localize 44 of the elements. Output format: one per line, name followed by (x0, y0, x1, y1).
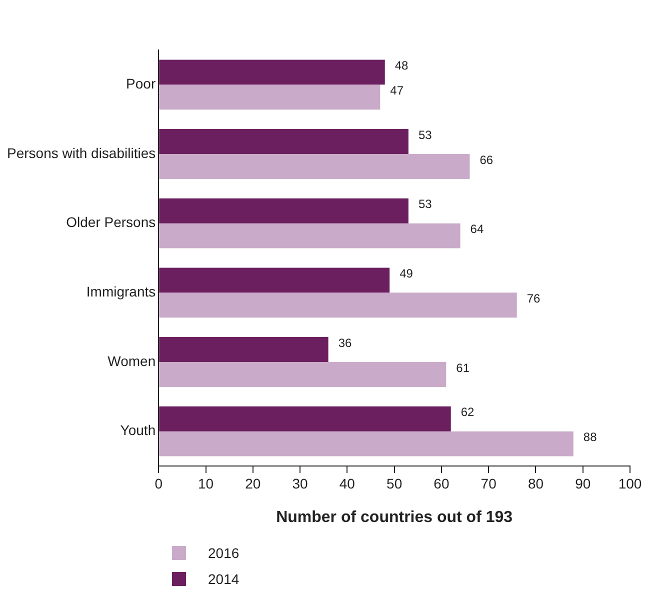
x-tick-label: 70 (480, 475, 497, 492)
bar (159, 129, 408, 154)
data-label: 49 (400, 266, 414, 280)
bar (159, 268, 390, 293)
bar (159, 198, 408, 224)
x-tick-label: 100 (618, 475, 642, 492)
y-tick-label: Youth (120, 422, 156, 438)
bar (159, 292, 517, 318)
x-tick-label: 90 (575, 475, 591, 492)
bar (159, 431, 574, 456)
bar (159, 154, 470, 179)
x-tick-label: 20 (245, 475, 261, 492)
x-tick-label: 40 (339, 475, 356, 492)
data-label: 53 (418, 197, 432, 212)
x-tick-label: 80 (528, 475, 544, 492)
bar (159, 362, 446, 387)
legend-label: 2014 (208, 571, 240, 587)
y-tick-label: Older Persons (66, 214, 156, 230)
bar (159, 223, 460, 248)
data-label: 76 (526, 291, 541, 306)
bar (159, 406, 451, 432)
y-tick-label: Persons with disabilities (6, 144, 156, 161)
x-tick-label: 0 (154, 475, 163, 492)
data-label: 53 (418, 128, 432, 142)
x-tick-label: 50 (386, 475, 402, 492)
x-tick-label: 10 (198, 475, 214, 492)
y-tick-label: Poor (126, 76, 156, 92)
data-label: 62 (460, 405, 475, 420)
x-axis-title: Number of countries out of 193 (276, 508, 513, 526)
x-tick-label: 30 (292, 475, 308, 492)
y-tick-label: Women (108, 352, 156, 369)
data-label: 47 (390, 83, 404, 98)
data-label: 36 (338, 336, 352, 350)
y-tick-label: Immigrants (86, 284, 156, 300)
legend-label: 2016 (208, 545, 240, 561)
data-label: 48 (394, 58, 409, 72)
data-label: 66 (480, 152, 494, 167)
bar (159, 84, 380, 110)
data-label: 88 (583, 430, 598, 444)
x-tick-label: 60 (434, 475, 450, 492)
data-label: 61 (456, 360, 470, 375)
bar (159, 337, 328, 362)
bar (159, 60, 385, 85)
data-label: 64 (470, 222, 484, 236)
